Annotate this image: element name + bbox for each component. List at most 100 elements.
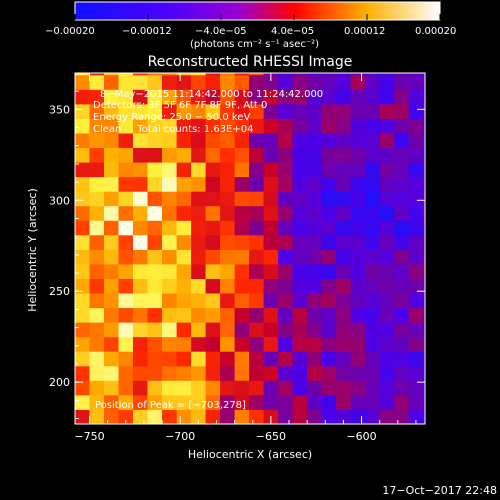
heatmap-cell — [191, 249, 207, 265]
heatmap-cell — [263, 249, 279, 265]
heatmap-cell — [220, 103, 236, 119]
heatmap-cell — [104, 74, 119, 90]
heatmap-cell — [220, 220, 236, 236]
heatmap-cell — [162, 133, 177, 148]
heatmap-cell — [249, 205, 265, 221]
heatmap-cell — [379, 365, 395, 381]
x-tick-label: −650 — [256, 430, 286, 443]
heatmap-cell — [133, 162, 148, 178]
heatmap-cell — [147, 336, 163, 352]
heatmap-cell — [147, 307, 163, 323]
heatmap-cell — [118, 365, 134, 381]
heatmap-cell — [234, 249, 250, 265]
colorbar — [74, 1, 441, 21]
heatmap-cell — [408, 293, 424, 309]
heatmap-cell — [220, 322, 236, 338]
heatmap-cell — [147, 176, 163, 192]
heatmap-cell — [350, 162, 366, 178]
heatmap-cell — [307, 249, 323, 265]
heatmap-cell — [365, 73, 381, 76]
heatmap-cell — [220, 147, 236, 163]
heatmap-cell — [278, 89, 294, 105]
heatmap-cell — [176, 234, 192, 250]
heatmap-cell — [394, 307, 410, 323]
heatmap-cell — [162, 249, 177, 265]
heatmap-cell — [292, 351, 308, 367]
heatmap-cell — [205, 394, 221, 410]
heatmap-cell — [176, 191, 192, 207]
heatmap-cell — [408, 73, 424, 76]
heatmap-cell — [307, 103, 323, 119]
heatmap-cell — [133, 336, 148, 352]
heatmap-cell — [394, 409, 410, 424]
heatmap-cell — [307, 264, 323, 279]
heatmap-cell — [408, 249, 424, 265]
heatmap-cell — [118, 278, 134, 294]
heatmap-cell — [307, 409, 323, 424]
heatmap-cell — [379, 176, 395, 192]
heatmap-cell — [89, 133, 105, 148]
heatmap-cell — [104, 380, 119, 396]
heatmap-cell — [350, 409, 366, 424]
heatmap-cell — [278, 73, 294, 76]
heatmap-cell — [423, 133, 425, 148]
heatmap-cell — [379, 380, 395, 396]
heatmap-cell — [118, 133, 134, 148]
heatmap-cell — [249, 293, 265, 309]
heatmap-cell — [234, 365, 250, 381]
heatmap-cell — [365, 409, 381, 424]
heatmap-cell — [394, 89, 410, 105]
heatmap-cell — [278, 409, 294, 424]
heatmap-cell — [423, 336, 425, 352]
heatmap-cell — [89, 322, 105, 338]
heatmap-cell — [263, 365, 279, 381]
colorbar-tick-2: −4.0e−05 — [195, 26, 247, 37]
heatmap-cell — [307, 336, 323, 352]
heatmap-cell — [408, 409, 424, 424]
heatmap-cell — [234, 322, 250, 338]
heatmap-cell — [292, 205, 308, 221]
heatmap-cell — [176, 220, 192, 236]
heatmap-cell — [104, 249, 119, 265]
heatmap-cell — [307, 176, 323, 192]
heatmap-cell — [162, 336, 177, 352]
heatmap-cell — [278, 278, 294, 294]
heatmap-cell — [75, 89, 90, 105]
heatmap-cell — [365, 293, 381, 309]
heatmap-cell — [350, 89, 366, 105]
heatmap-cell — [365, 234, 381, 250]
heatmap-cell — [162, 351, 177, 367]
heatmap-cell — [336, 73, 352, 76]
heatmap-cell — [147, 278, 163, 294]
heatmap-cell — [75, 307, 90, 323]
heatmap-cell — [350, 365, 366, 381]
axes: −750 −700 −650 −600 200 250 300 350 — [49, 72, 425, 443]
heatmap-cell — [350, 147, 366, 163]
colorbar-tick-5: 0.00020 — [415, 26, 456, 37]
heatmap-cell — [133, 89, 148, 105]
heatmap-cell — [263, 278, 279, 294]
heatmap-cell — [423, 278, 425, 294]
heatmap-cell — [292, 162, 308, 178]
heatmap-cell — [408, 118, 424, 134]
heatmap-cell — [249, 409, 265, 424]
x-axis-label: Heliocentric X (arcsec) — [188, 448, 312, 461]
heatmap-cell — [191, 307, 207, 323]
heatmap-cell — [133, 409, 148, 424]
heatmap-cell — [292, 118, 308, 134]
heatmap-cell — [292, 133, 308, 148]
heatmap-cell — [350, 293, 366, 309]
heatmap-cell — [162, 264, 177, 279]
heatmap-cell — [220, 133, 236, 148]
heatmap-cell — [321, 220, 337, 236]
heatmap-cell — [89, 191, 105, 207]
heatmap-cell — [394, 278, 410, 294]
heatmap-cell — [220, 365, 236, 381]
heatmap-cell — [423, 220, 425, 236]
heatmap-cell — [220, 162, 236, 178]
heatmap-cell — [263, 336, 279, 352]
heatmap-cell — [307, 133, 323, 148]
heatmap-cell — [234, 394, 250, 410]
heatmap-cell — [263, 103, 279, 119]
heatmap-cell — [423, 351, 425, 367]
